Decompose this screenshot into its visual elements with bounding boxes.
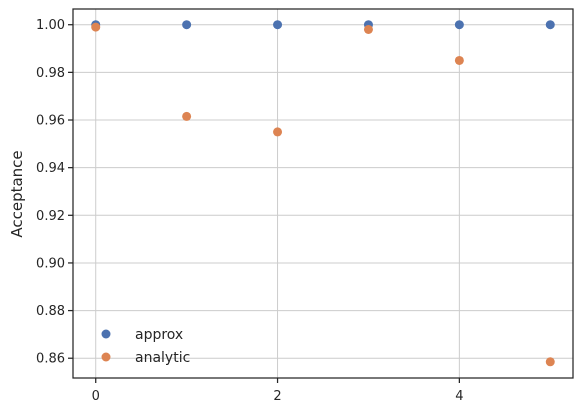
- y-tick-label: 0.94: [36, 161, 65, 176]
- x-tick-label: 2: [273, 389, 281, 404]
- data-point-approx: [273, 20, 282, 29]
- data-point-analytic: [273, 127, 282, 136]
- legend-marker-analytic: [102, 353, 111, 362]
- y-tick-label: 0.98: [36, 66, 65, 81]
- legend-label-analytic: analytic: [135, 350, 190, 366]
- data-point-analytic: [182, 112, 191, 121]
- data-point-analytic: [455, 56, 464, 65]
- data-point-analytic: [364, 25, 373, 34]
- y-tick-label: 0.86: [36, 352, 65, 367]
- data-point-analytic: [546, 357, 555, 366]
- y-tick-label: 0.96: [36, 114, 65, 129]
- y-axis-label: Acceptance: [8, 150, 26, 237]
- plot-background: [73, 9, 573, 378]
- y-tick-label: 0.88: [36, 304, 65, 319]
- y-tick-label: 1.00: [36, 18, 65, 33]
- legend-marker-approx: [102, 330, 111, 339]
- y-tick-label: 0.92: [36, 209, 65, 224]
- data-point-approx: [182, 20, 191, 29]
- data-point-approx: [455, 20, 464, 29]
- legend-label-approx: approx: [135, 327, 183, 343]
- y-tick-label: 0.90: [36, 256, 65, 271]
- x-tick-label: 0: [92, 389, 100, 404]
- data-point-approx: [546, 20, 555, 29]
- x-tick-label: 4: [455, 389, 463, 404]
- data-point-analytic: [91, 23, 100, 32]
